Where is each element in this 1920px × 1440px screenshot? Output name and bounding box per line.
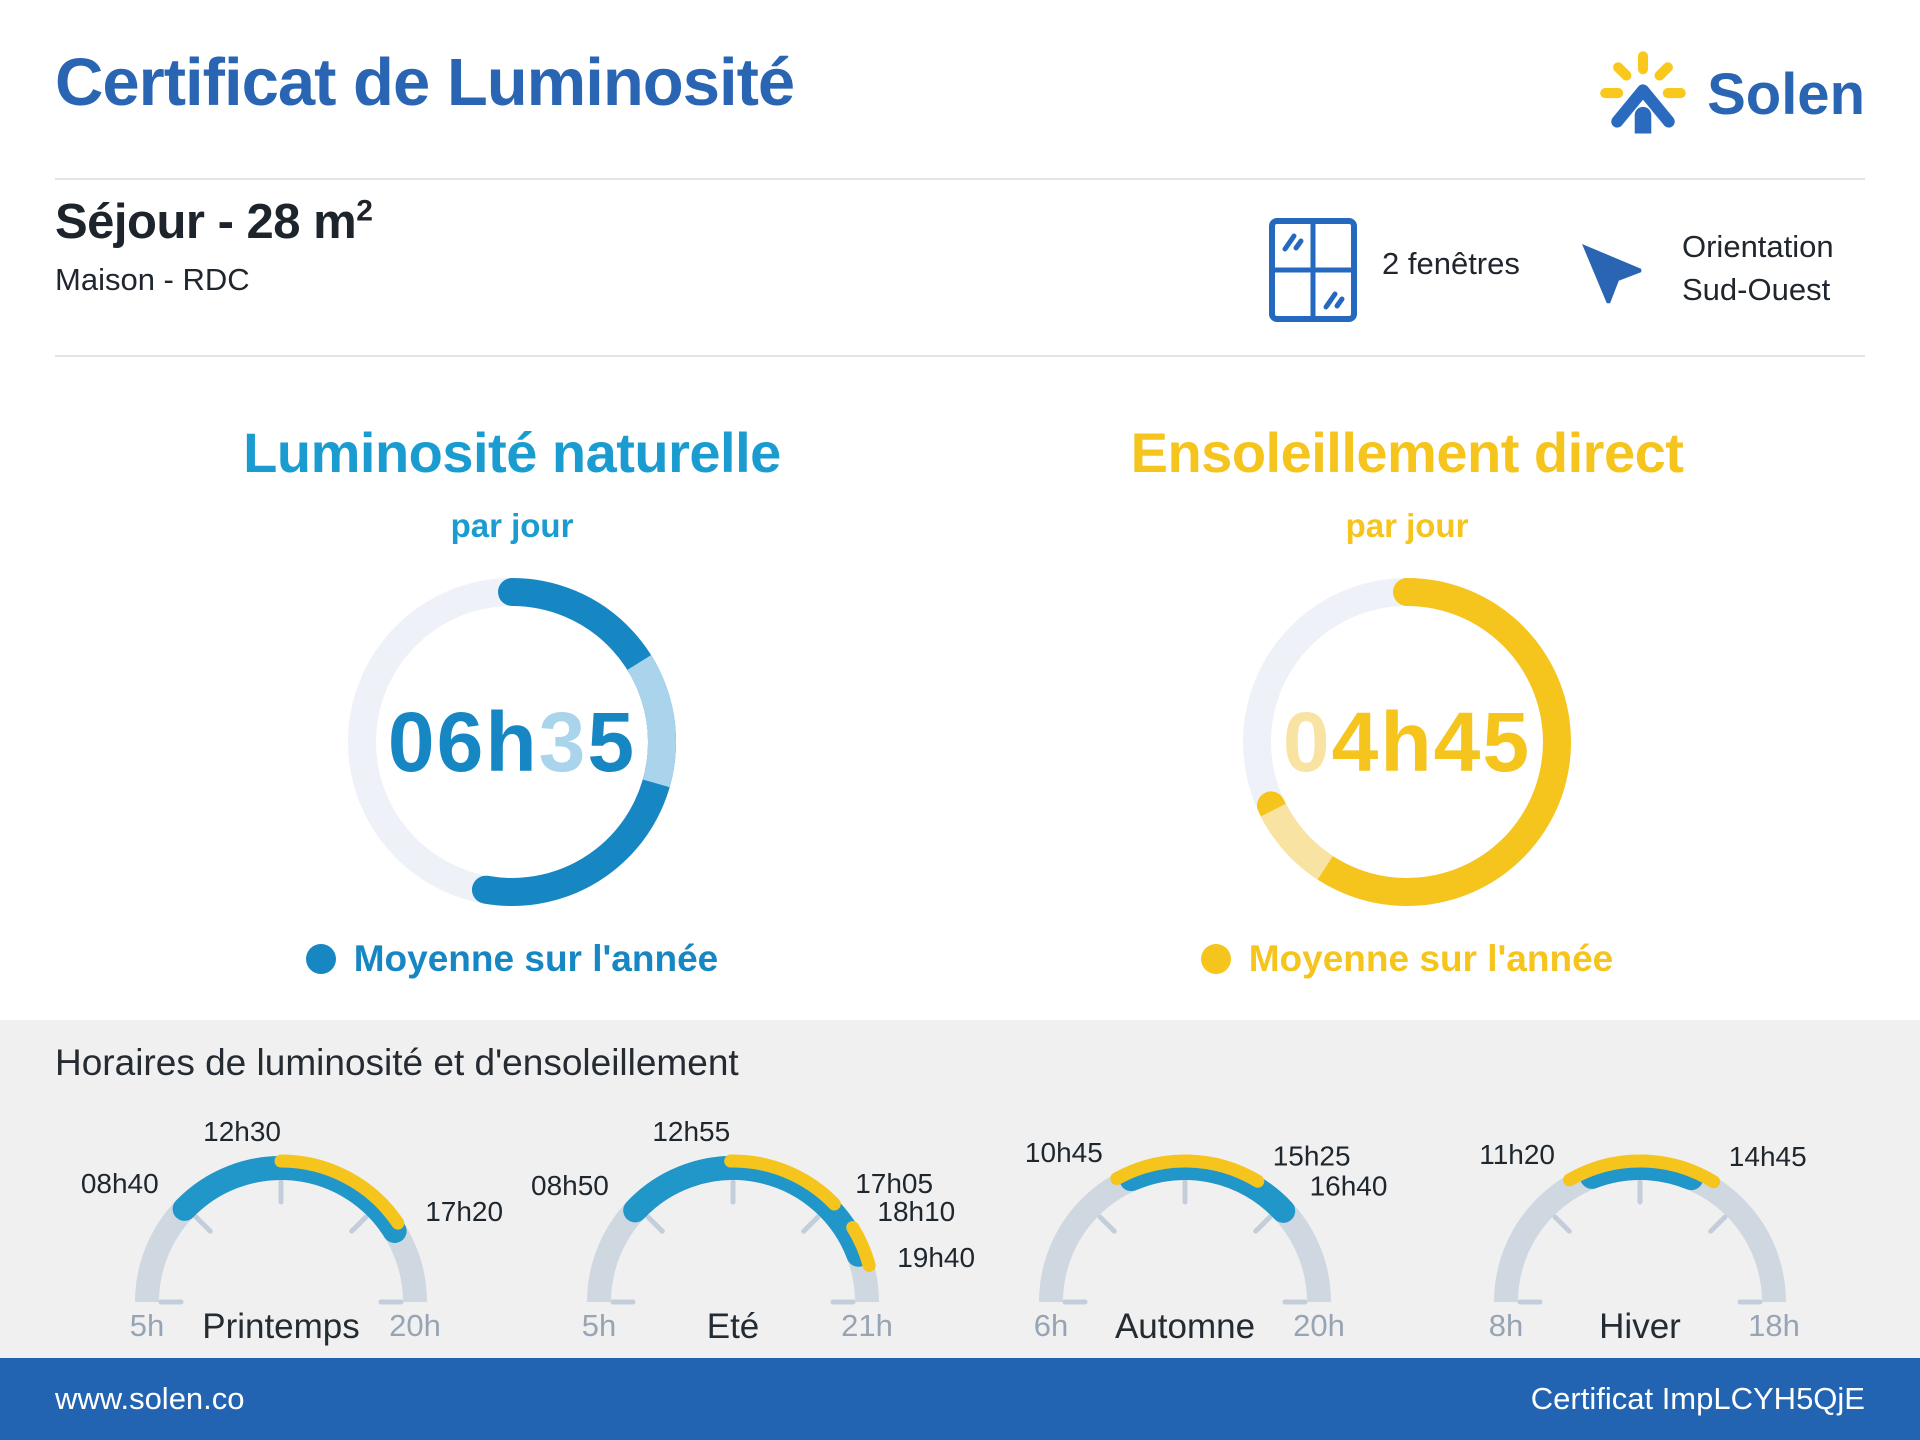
axis-start-label: 6h xyxy=(1034,1308,1068,1343)
axis-start-label: 5h xyxy=(130,1308,164,1343)
season-sun-arc xyxy=(274,1154,405,1230)
direct-sun-gauge-arc xyxy=(1243,578,1571,906)
time-label: 14h45 xyxy=(1729,1141,1807,1172)
time-label: 11h20 xyxy=(1479,1139,1555,1170)
solen-logo-text: Solen xyxy=(1707,61,1865,127)
season-sun-arc xyxy=(846,1221,876,1273)
room-type: Maison - RDC xyxy=(55,262,250,297)
solen-logo: Solen xyxy=(1597,48,1865,140)
season-name: Automne xyxy=(1115,1307,1255,1346)
footer-certificate-id: Certificat ImpLCYH5QjE xyxy=(1530,1381,1865,1416)
natural-light-title: Luminosité naturelle xyxy=(243,421,781,484)
tick-mark xyxy=(1552,1214,1572,1234)
tick-mark xyxy=(193,1214,213,1234)
orientation-label: Orientation Sud-Ouest xyxy=(1682,229,1834,307)
season-luminosity-arc xyxy=(1119,1156,1296,1223)
footer-bar: www.solen.co Certificat ImpLCYH5QjE xyxy=(0,1358,1920,1440)
solen-house-sun-icon xyxy=(1600,51,1686,134)
time-label: 08h50 xyxy=(531,1170,609,1201)
legend-label: Moyenne sur l'année xyxy=(1248,938,1614,979)
divider-room xyxy=(55,355,1865,357)
axis-end-label: 21h xyxy=(841,1308,893,1343)
natural-light-gauge-arc xyxy=(348,578,676,906)
direct-sun-subtitle: par jour xyxy=(1345,507,1469,544)
natural-light-column: Luminosité naturelle par jour 06h 3 5 Moye… xyxy=(72,420,952,980)
tick-mark xyxy=(349,1214,369,1234)
tick-mark xyxy=(645,1214,665,1234)
time-label: 15h25 xyxy=(1273,1140,1351,1171)
time-label: 16h40 xyxy=(1310,1170,1388,1201)
time-label: 12h55 xyxy=(652,1116,730,1147)
season-luminosity-arc xyxy=(623,1156,871,1267)
direct-sun-legend: Moyenne sur l'année xyxy=(967,938,1847,980)
tick-mark xyxy=(1097,1214,1117,1234)
direct-sun-value: 0 4h45 xyxy=(1217,552,1597,932)
direct-sun-column: Ensoleillement direct par jour 0 4h45 Moy… xyxy=(967,420,1847,980)
time-label: 12h30 xyxy=(203,1116,281,1147)
axis-end-label: 20h xyxy=(1293,1308,1345,1343)
room-name: Séjour - 28 m2 xyxy=(55,194,373,249)
time-label: 08h40 xyxy=(81,1168,159,1199)
axis-start-label: 5h xyxy=(582,1308,616,1343)
window-icon xyxy=(1269,218,1357,322)
season-name: Eté xyxy=(707,1307,760,1346)
natural-light-gauge: 06h 3 5 xyxy=(322,552,702,932)
axis-end-label: 18h xyxy=(1748,1308,1800,1343)
gauge-value-part: 0 xyxy=(1282,694,1332,789)
natural-light-subtitle: par jour xyxy=(450,507,574,544)
season-gauge-hiver: 11h20 14h45 8h 18h Hiver xyxy=(1479,1139,1807,1346)
schedule-heading: Horaires de luminosité et d'ensoleilleme… xyxy=(55,1042,739,1083)
season-sun-arc xyxy=(1562,1154,1721,1189)
divider-top xyxy=(55,178,1865,180)
time-label: 18h10 xyxy=(877,1196,955,1227)
direct-sun-gauge: 0 4h45 xyxy=(1217,552,1597,932)
gauge-value-part: 4h45 xyxy=(1331,694,1532,789)
page-title: Certificat de Luminosité xyxy=(55,45,795,120)
time-label: 17h20 xyxy=(425,1196,503,1227)
season-luminosity-arc xyxy=(1579,1156,1704,1191)
gauge-arc-light xyxy=(627,655,676,788)
tick-mark xyxy=(801,1214,821,1234)
schedule-section: Horaires de luminosité et d'ensoleilleme… xyxy=(0,1020,1920,1358)
season-name: Hiver xyxy=(1599,1307,1681,1346)
season-name: Printemps xyxy=(202,1307,360,1346)
windows-count-label: 2 fenêtres xyxy=(1382,246,1520,281)
season-gauge-printemps: 08h40 12h30 17h20 5h 20h Printemps xyxy=(81,1116,503,1346)
natural-light-value: 06h 3 5 xyxy=(322,552,702,932)
axis-start-label: 8h xyxy=(1489,1308,1523,1343)
axis-end-label: 20h xyxy=(389,1308,441,1343)
direct-sun-title: Ensoleillement direct xyxy=(1130,421,1684,484)
gauge-arc-light xyxy=(1260,803,1334,880)
legend-dot-blue xyxy=(305,944,336,974)
compass-arrow-icon xyxy=(1582,244,1642,304)
season-sun-arc xyxy=(724,1154,841,1211)
gauge-arc xyxy=(1257,578,1571,906)
season-luminosity-arc xyxy=(172,1156,407,1243)
gauge-value-part: 06h xyxy=(387,694,539,789)
legend-label: Moyenne sur l'année xyxy=(353,938,719,979)
tick-mark xyxy=(1253,1214,1273,1234)
natural-light-legend: Moyenne sur l'année xyxy=(72,938,952,980)
gauge-value-part: 5 xyxy=(587,694,637,789)
footer-website: www.solen.co xyxy=(55,1381,245,1416)
legend-dot-yellow xyxy=(1200,944,1231,974)
gauge-value-part: 3 xyxy=(538,694,588,789)
time-label: 10h45 xyxy=(1025,1137,1103,1168)
season-sun-arc xyxy=(1110,1154,1265,1188)
time-label: 19h40 xyxy=(897,1242,975,1273)
room-info: Séjour - 28 m2 Maison - RDC xyxy=(55,194,373,298)
time-label: 17h05 xyxy=(855,1168,933,1199)
tick-mark xyxy=(1708,1214,1728,1234)
